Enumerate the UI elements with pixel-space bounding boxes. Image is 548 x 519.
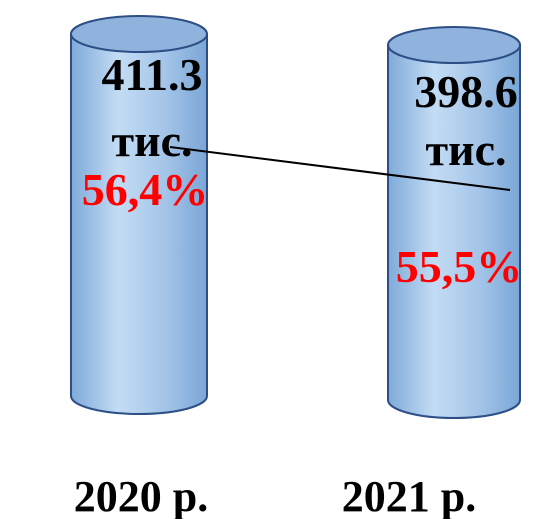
cylinder-body [70, 33, 208, 415]
cylinder-top [387, 26, 521, 64]
value-label-2020-line1: 411.3 [102, 49, 203, 100]
category-label-2020: 2020 р. [74, 472, 208, 519]
category-label-2021: 2021 р. [342, 472, 476, 519]
labels-layer: 411.3 тис. 56,4% 398.6 тис. 55,5% 2020 р… [74, 49, 522, 519]
cylinder-bar-2020 [70, 15, 208, 415]
cylinder-bar-2021 [387, 26, 521, 419]
cylinder-body [387, 44, 521, 419]
value-label-2020-line2: тис. [111, 115, 192, 166]
connector-line [169, 146, 511, 191]
cylinders-layer [70, 15, 521, 419]
cylinder-top [70, 15, 208, 53]
percent-label-2021: 55,5% [396, 241, 523, 292]
value-label-2021-line1: 398.6 [414, 66, 518, 117]
percent-label-2020: 56,4% [82, 164, 209, 215]
value-label-2021-line2: тис. [425, 124, 506, 175]
connector-layer [169, 146, 511, 191]
